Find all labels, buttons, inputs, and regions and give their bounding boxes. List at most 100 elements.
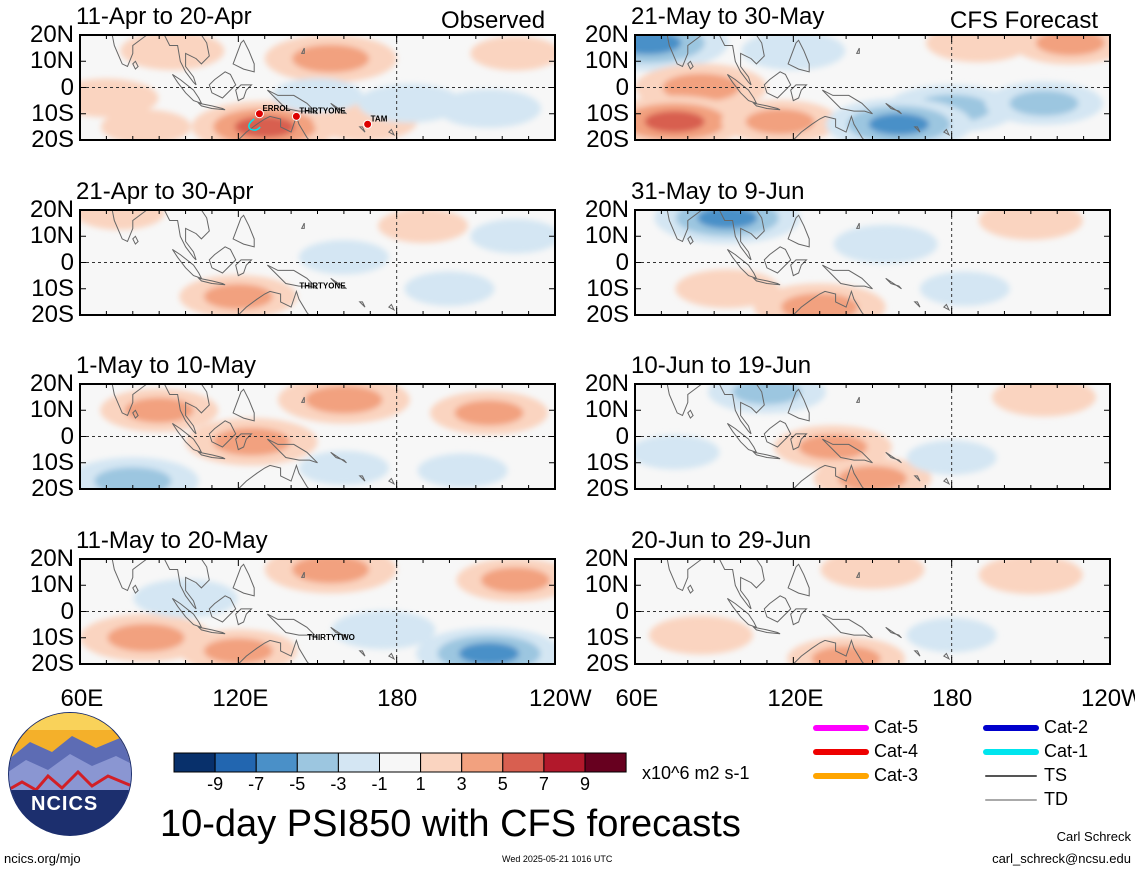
coastline [763, 595, 792, 623]
coastline [232, 563, 255, 597]
coastline [330, 626, 347, 639]
coastline [300, 222, 305, 229]
coastline [792, 289, 865, 315]
colorbar-swatch [502, 752, 545, 773]
storm-marker [363, 119, 373, 129]
psi-anomaly-contour [94, 467, 172, 489]
psi-anomaly-contour [635, 35, 682, 55]
coastline [752, 626, 781, 635]
panel-title: 11-May to 20-May [76, 527, 268, 554]
coastline [235, 608, 253, 626]
psi-anomaly-contour [992, 384, 1097, 417]
storm-track [248, 118, 261, 131]
legend-label: Cat-1 [1044, 741, 1089, 761]
lon-label: 60E [60, 685, 104, 712]
coastline [387, 128, 396, 136]
lat-label: 10S [586, 99, 629, 127]
coastline [208, 71, 237, 99]
coastline [752, 451, 781, 460]
lat-label: 10N [29, 571, 74, 599]
coastline [387, 477, 396, 485]
coastline [763, 420, 792, 448]
psi-anomaly-contour [213, 427, 291, 456]
storm-label: THIRTYTWO [307, 633, 355, 642]
lon-label: 120E [212, 685, 269, 712]
storm-label: TAM [371, 114, 388, 123]
coastline [885, 626, 902, 639]
coastline [208, 420, 237, 448]
psi-anomaly-contour [470, 219, 555, 254]
panel-title: 21-May to 30-May [631, 3, 825, 30]
psi-anomaly-contour [978, 559, 1083, 595]
coastline [687, 584, 694, 594]
coastline [237, 289, 310, 315]
coastline [855, 222, 860, 229]
coastline [111, 559, 210, 610]
coastline [237, 638, 310, 664]
coastline [885, 277, 902, 290]
psi-anomaly-contour [437, 89, 542, 128]
coastline [752, 277, 781, 286]
coastline [913, 475, 921, 482]
colorbar-swatch [379, 752, 422, 773]
coastline [726, 422, 758, 454]
coastline [265, 150, 297, 179]
panel-4: THIRTYTWO [79, 558, 556, 665]
psi-anomaly-contour [811, 646, 881, 664]
psi-anomaly-contour [417, 453, 508, 488]
lat-label: 0 [615, 597, 629, 625]
colorbar-tick-label: 5 [497, 774, 508, 794]
colorbar-tick-label: 3 [456, 774, 467, 794]
coastline [171, 248, 203, 280]
coastline [855, 47, 860, 54]
psi-anomaly-contour [454, 400, 524, 426]
lat-label: 0 [60, 73, 74, 101]
lat-label: 0 [60, 597, 74, 625]
panel-2: THIRTYONE [79, 150, 556, 316]
colorbar-tick-label: -7 [248, 774, 265, 794]
lon-label: 180 [932, 685, 973, 712]
lat-label: 10S [31, 448, 74, 476]
panel-5 [634, 34, 1111, 141]
coastline [330, 102, 347, 115]
lat-label: 20N [584, 21, 629, 48]
lat-label: 20N [29, 370, 74, 397]
storm-label: THIRTYONE [299, 106, 346, 115]
legend-label: Cat-3 [874, 765, 919, 785]
coastline [358, 650, 366, 657]
colorbar-swatch [296, 752, 339, 773]
lon-label: 120E [767, 685, 824, 712]
legend-label: TS [1044, 765, 1068, 785]
psi-anomaly-contour [868, 113, 929, 135]
lat-label: 20S [31, 475, 74, 502]
coastline [300, 396, 305, 403]
coastline [330, 451, 347, 464]
storm-label: ERROL [262, 104, 290, 113]
psi-anomaly-contour [648, 615, 753, 655]
panel-title: 21-Apr to 30-Apr [76, 178, 254, 205]
psi-anomaly-contour [978, 210, 1083, 240]
coastline [232, 388, 255, 422]
coastline [111, 210, 210, 261]
coastline [942, 128, 951, 136]
coastline [111, 384, 210, 435]
coastline [267, 264, 318, 290]
coastline [237, 114, 310, 140]
lat-label: 20S [31, 301, 74, 328]
panel-title: 20-Jun to 29-Jun [631, 527, 812, 554]
legend-label: TD [1044, 789, 1068, 809]
panel-3 [79, 383, 556, 490]
lat-label: 20S [586, 126, 629, 153]
coastline [666, 559, 765, 610]
storm-label: THIRTYONE [299, 281, 346, 290]
psi-anomaly-contour [80, 210, 165, 230]
coastline [387, 652, 396, 660]
lat-label: 10N [584, 396, 629, 424]
panel-7 [634, 383, 1111, 490]
coastline [171, 422, 203, 454]
psi-anomaly-contour [820, 559, 925, 589]
panel-title: 1-May to 10-May [76, 352, 257, 379]
coastline [913, 126, 921, 133]
coastline [358, 301, 366, 308]
coastline [855, 396, 860, 403]
